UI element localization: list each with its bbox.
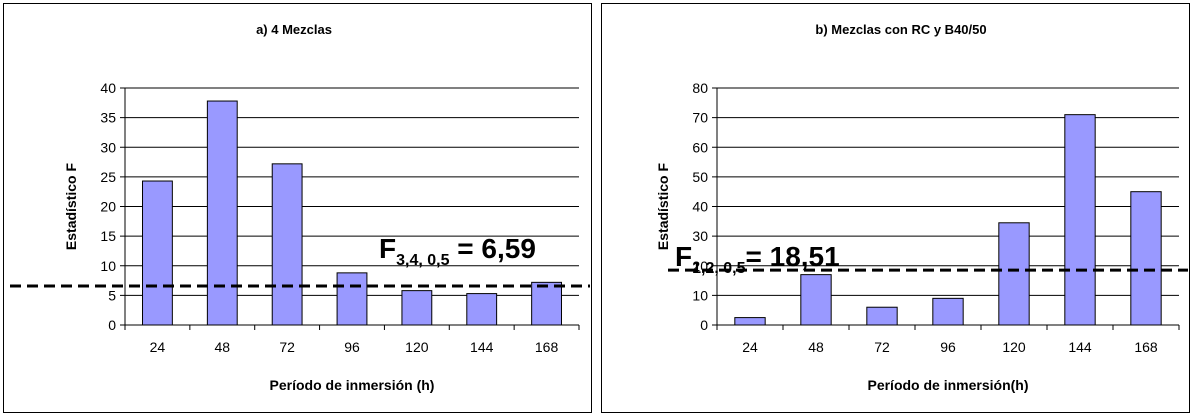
threshold-label-value: = 6,59	[449, 233, 535, 264]
y-tick-label: 80	[692, 80, 708, 96]
y-tick-label: 25	[100, 169, 116, 185]
y-axis-label: Estadístico F	[63, 162, 79, 250]
x-tick-label: 24	[742, 339, 758, 355]
y-tick-label: 10	[692, 287, 708, 303]
bar	[1064, 114, 1096, 326]
y-tick-label: 20	[100, 199, 116, 215]
bar	[206, 100, 238, 326]
x-axis-label: Período de inmersión (h)	[270, 377, 435, 393]
y-tick-label: 40	[692, 199, 708, 215]
x-tick-label: 24	[150, 339, 166, 355]
x-tick-label: 96	[940, 339, 956, 355]
bar	[932, 297, 964, 326]
x-tick-label: 48	[808, 339, 824, 355]
threshold-label-main: F	[379, 233, 396, 264]
y-tick-label: 0	[700, 317, 708, 333]
chart-title: b) Mezclas con RC y B40/50	[815, 22, 986, 37]
x-tick-label: 168	[1134, 339, 1158, 355]
x-tick-label: 144	[1068, 339, 1092, 355]
x-tick-label: 168	[535, 339, 559, 355]
threshold-label-value: = 18,51	[745, 241, 839, 272]
chart-panel-a: a) 4 Mezclas 0 5 10 15 20 25 30 35 40 24 48 72 96 120 1…	[3, 3, 592, 413]
x-axis-label: Período de inmersión(h)	[867, 377, 1028, 393]
bar	[401, 290, 433, 326]
x-tick-label: 72	[874, 339, 890, 355]
x-tick-label: 144	[470, 339, 494, 355]
x-tick-label: 120	[1002, 339, 1026, 355]
threshold-label-main: F	[675, 241, 692, 272]
bar	[1130, 191, 1162, 326]
chart-a-svg: a) 4 Mezclas 0 5 10 15 20 25 30 35 40 24 48 72 96 120 1…	[10, 22, 590, 393]
chart-b-svg: b) Mezclas con RC y B40/5001020304050607…	[655, 22, 1188, 393]
bar	[271, 163, 303, 326]
x-tick-label: 72	[279, 339, 295, 355]
y-tick-label: 0	[108, 317, 116, 333]
bar	[866, 306, 898, 326]
threshold-label: F3,4, 0,5 = 6,59	[379, 233, 536, 269]
threshold-label-subscript: 3,4, 0,5	[396, 252, 449, 269]
y-tick-label: 60	[692, 139, 708, 155]
threshold-label-subscript: 1,2, 0,5	[692, 260, 745, 277]
bar	[998, 222, 1030, 326]
y-tick-label: 30	[692, 228, 708, 244]
chart-title: a) 4 Mezclas	[256, 22, 332, 37]
y-tick-label: 35	[100, 110, 116, 126]
y-tick-label: 50	[692, 169, 708, 185]
bar	[336, 272, 368, 326]
y-tick-label: 70	[692, 110, 708, 126]
x-tick-label: 120	[405, 339, 429, 355]
y-tick-label: 15	[100, 228, 116, 244]
x-tick-label: 96	[344, 339, 360, 355]
bar	[142, 180, 173, 326]
bar	[800, 274, 832, 326]
x-tick-label: 48	[214, 339, 230, 355]
y-tick-label: 5	[108, 287, 116, 303]
y-axis-label: Estadístico F	[655, 162, 671, 250]
threshold-label: F1,2, 0,5= 18,51	[675, 241, 840, 277]
bar	[734, 317, 766, 326]
bar	[466, 293, 498, 326]
y-tick-label: 40	[100, 80, 116, 96]
y-tick-label: 30	[100, 139, 116, 155]
y-tick-label: 10	[100, 258, 116, 274]
chart-panel-b: b) Mezclas con RC y B40/50 0 10 20 30 40 50 60 7…	[601, 3, 1190, 413]
bar	[531, 281, 562, 326]
